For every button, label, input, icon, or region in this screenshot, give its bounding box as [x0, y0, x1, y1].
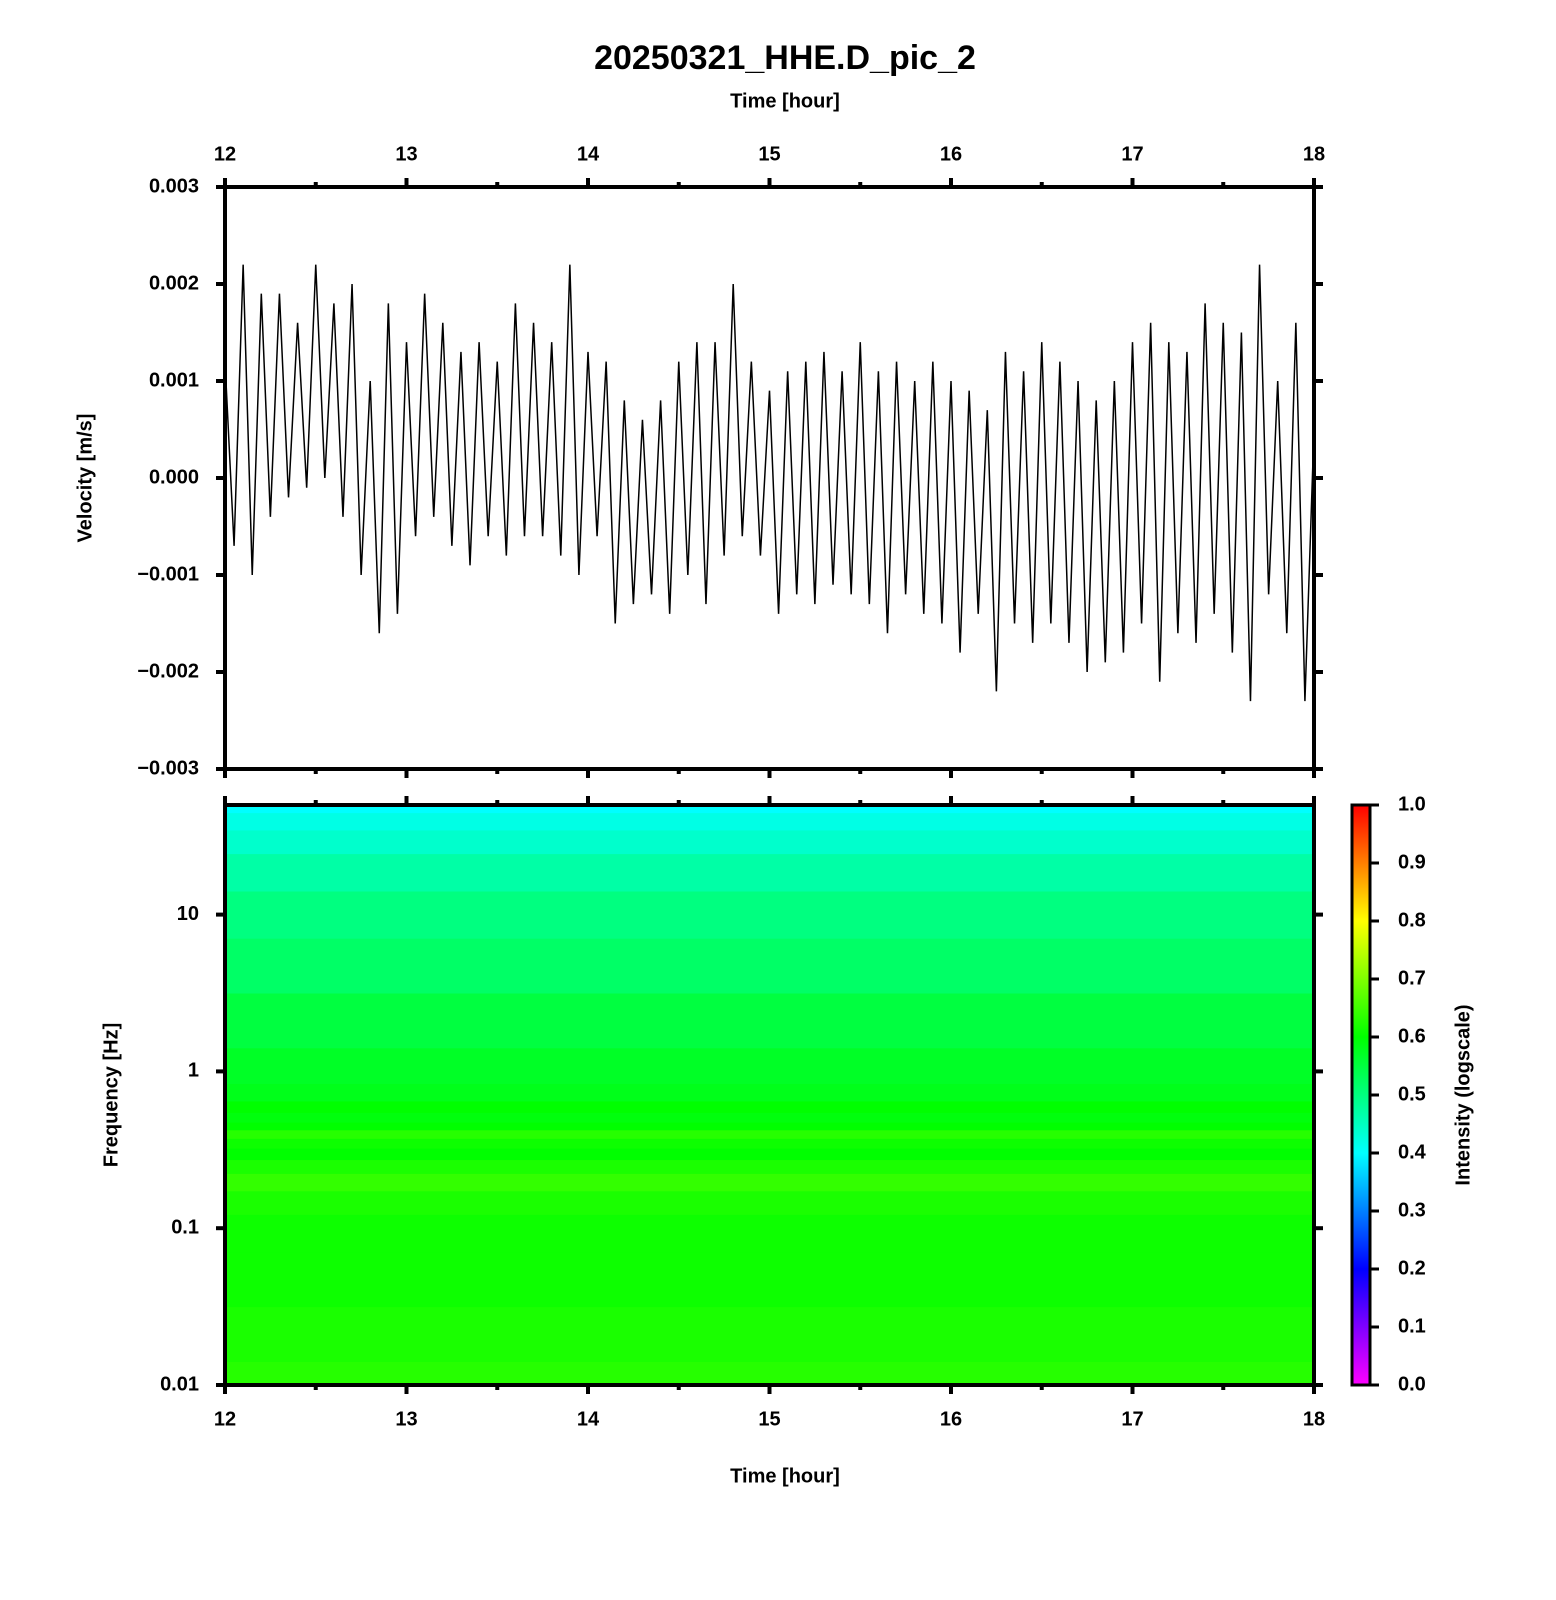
colorbar-tick-label: 0.1	[1398, 1315, 1426, 1337]
colorbar-tick-label: 0.4	[1398, 1141, 1427, 1163]
spectrogram-band	[225, 805, 1314, 814]
y-tick-label: 0.002	[149, 272, 199, 294]
x-tick-label: 18	[1303, 143, 1325, 165]
x-tick-label: 17	[1121, 143, 1143, 165]
colorbar-tick-label: 1.0	[1398, 793, 1426, 815]
spectrogram-band	[225, 890, 1314, 939]
x-tick-label: 16	[940, 143, 962, 165]
spectrogram-band	[225, 1173, 1314, 1192]
x-tick-label: 12	[214, 143, 236, 165]
colorbar-tick-label: 0.6	[1398, 1025, 1426, 1047]
y-tick-label: 10	[177, 903, 199, 925]
y-tick-label: −0.001	[137, 563, 199, 585]
spectrogram-band	[225, 938, 1314, 994]
plot-frame	[223, 803, 1316, 1387]
x-tick-label: 14	[577, 143, 600, 165]
y-tick-label: 1	[188, 1060, 199, 1082]
y-tick-label: 0.003	[149, 175, 199, 197]
spectrogram-band	[225, 1159, 1314, 1174]
x-tick-label: 16	[940, 1408, 962, 1430]
colorbar	[1350, 803, 1372, 1387]
spectrogram-band	[225, 1251, 1314, 1308]
colorbar-tick-label: 0.7	[1398, 967, 1426, 989]
spectrogram-band	[225, 1190, 1314, 1215]
x-tick-label: 14	[577, 1408, 600, 1430]
y-tick-label: −0.003	[137, 757, 199, 779]
spectrogram-band	[225, 812, 1314, 831]
spectrogram-band	[225, 1306, 1314, 1362]
colorbar-tick-label: 0.8	[1398, 909, 1426, 931]
y-tick-label: −0.002	[137, 660, 199, 682]
y-tick-label: 0.000	[149, 466, 199, 488]
spectrogram-band	[225, 1122, 1314, 1131]
colorbar-tick-label: 0.5	[1398, 1083, 1426, 1105]
y-axis-label: Velocity [m/s]	[74, 414, 96, 543]
spectrogram-band	[225, 1138, 1314, 1149]
spectrogram-band	[225, 1100, 1314, 1113]
x-tick-label: 15	[758, 1408, 780, 1430]
x-axis-label: Time [hour]	[730, 90, 840, 112]
x-tick-label: 12	[214, 1408, 236, 1430]
colorbar-tick-label: 0.3	[1398, 1199, 1426, 1221]
x-tick-label: 18	[1303, 1408, 1325, 1430]
colorbar-tick-label: 0.2	[1398, 1257, 1426, 1279]
spectrogram-band	[225, 1148, 1314, 1161]
spectrogram-band	[225, 1214, 1314, 1253]
spectrogram-band	[225, 992, 1314, 1049]
x-tick-label: 13	[395, 143, 417, 165]
x-tick-label: 13	[395, 1408, 417, 1430]
x-tick-label: 17	[1121, 1408, 1143, 1430]
spectrogram-band	[225, 1047, 1314, 1085]
colorbar-label: Intensity (logscale)	[1452, 1004, 1474, 1185]
y-tick-label: 0.01	[160, 1373, 199, 1395]
colorbar-tick-label: 0.0	[1398, 1373, 1426, 1395]
spectrogram-band	[225, 853, 1314, 892]
y-tick-label: 0.001	[149, 369, 199, 391]
y-tick-label: 0.1	[171, 1216, 199, 1238]
spectrogram-band	[225, 1112, 1314, 1123]
waveform	[224, 264, 1315, 702]
spectrogram-band	[225, 1083, 1314, 1102]
x-axis-label: Time [hour]	[730, 1465, 840, 1487]
y-axis-label: Frequency [Hz]	[100, 1023, 122, 1167]
colorbar-tick-label: 0.9	[1398, 851, 1426, 873]
chart-title: 20250321_HHE.D_pic_2	[594, 39, 976, 77]
x-tick-label: 15	[758, 143, 780, 165]
spectrogram-band	[225, 829, 1314, 855]
plot-frame	[223, 185, 1316, 771]
spectrogram-band	[225, 1361, 1314, 1386]
spectrogram-band	[225, 1129, 1314, 1139]
